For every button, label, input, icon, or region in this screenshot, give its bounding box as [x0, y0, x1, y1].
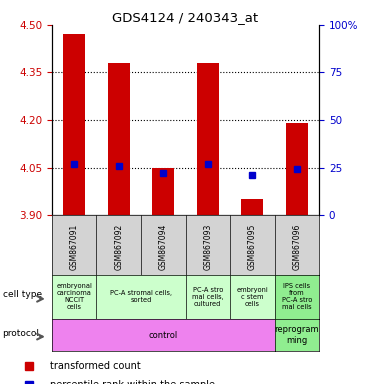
- Text: control: control: [149, 331, 178, 339]
- Text: percentile rank within the sample: percentile rank within the sample: [50, 380, 215, 384]
- Bar: [197, 63, 219, 215]
- Text: GSM867093: GSM867093: [203, 223, 212, 270]
- Bar: [286, 123, 308, 215]
- Text: IPS cells
from
PC-A stro
mal cells: IPS cells from PC-A stro mal cells: [282, 283, 312, 310]
- Text: GSM867096: GSM867096: [292, 223, 301, 270]
- Bar: [108, 63, 130, 215]
- Text: embryonal
carcinoma
NCCIT
cells: embryonal carcinoma NCCIT cells: [56, 283, 92, 310]
- Text: protocol: protocol: [3, 329, 40, 338]
- Bar: [63, 35, 85, 215]
- Text: reprogram
ming: reprogram ming: [275, 325, 319, 345]
- Text: PC-A stro
mal cells,
cultured: PC-A stro mal cells, cultured: [192, 286, 224, 307]
- Text: PC-A stromal cells,
sorted: PC-A stromal cells, sorted: [110, 290, 172, 303]
- Text: GSM867091: GSM867091: [70, 223, 79, 270]
- Text: GSM867092: GSM867092: [114, 223, 123, 270]
- Bar: [152, 167, 174, 215]
- Text: GSM867095: GSM867095: [248, 223, 257, 270]
- Title: GDS4124 / 240343_at: GDS4124 / 240343_at: [112, 11, 259, 24]
- Text: embryoni
c stem
cells: embryoni c stem cells: [236, 286, 268, 307]
- Bar: [241, 199, 263, 215]
- Text: transformed count: transformed count: [50, 361, 141, 371]
- Text: GSM867094: GSM867094: [159, 223, 168, 270]
- Text: cell type: cell type: [3, 290, 42, 299]
